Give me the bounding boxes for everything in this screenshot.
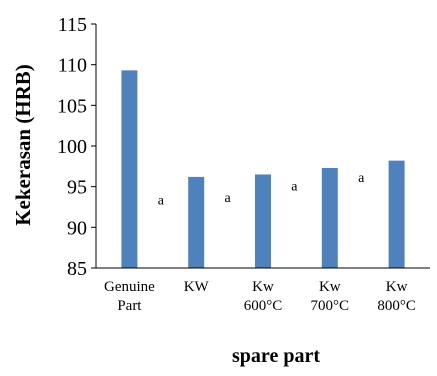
bars — [121, 70, 405, 268]
y-axis-ticks: 85 90 95 100 105 110 115 — [57, 14, 96, 280]
x-axis-categories: Genuine Part KW Kw 600°C Kw 700°C Kw 800°C — [104, 279, 416, 314]
y-tick-label: 115 — [58, 14, 87, 36]
x-category-label: Genuine Part — [104, 279, 155, 314]
bar — [388, 160, 405, 268]
stray-mark: a — [358, 171, 365, 186]
stray-mark: a — [291, 180, 298, 195]
y-tick-label: 105 — [57, 95, 87, 117]
y-tick-label: 110 — [58, 55, 87, 77]
y-tick-label: 85 — [67, 258, 87, 280]
x-category-label: Kw 600°C — [244, 279, 283, 314]
bar — [255, 174, 271, 268]
y-tick-label: 95 — [67, 177, 87, 199]
y-tick-label: 100 — [57, 136, 87, 158]
y-tick-label: 90 — [67, 217, 87, 239]
x-category-label: Kw 700°C — [311, 279, 350, 314]
y-axis-label: Kekerasan (HRB) — [11, 64, 35, 226]
bar — [321, 167, 338, 268]
stray-mark: a — [224, 191, 231, 206]
x-axis-label: spare part — [232, 345, 320, 367]
bar — [188, 176, 205, 268]
x-category-label: Kw 800°C — [377, 279, 416, 314]
stray-mark: a — [158, 194, 165, 209]
stray-marks: a a a a — [158, 171, 365, 209]
bar — [121, 70, 138, 268]
x-category-label: KW — [184, 279, 210, 295]
